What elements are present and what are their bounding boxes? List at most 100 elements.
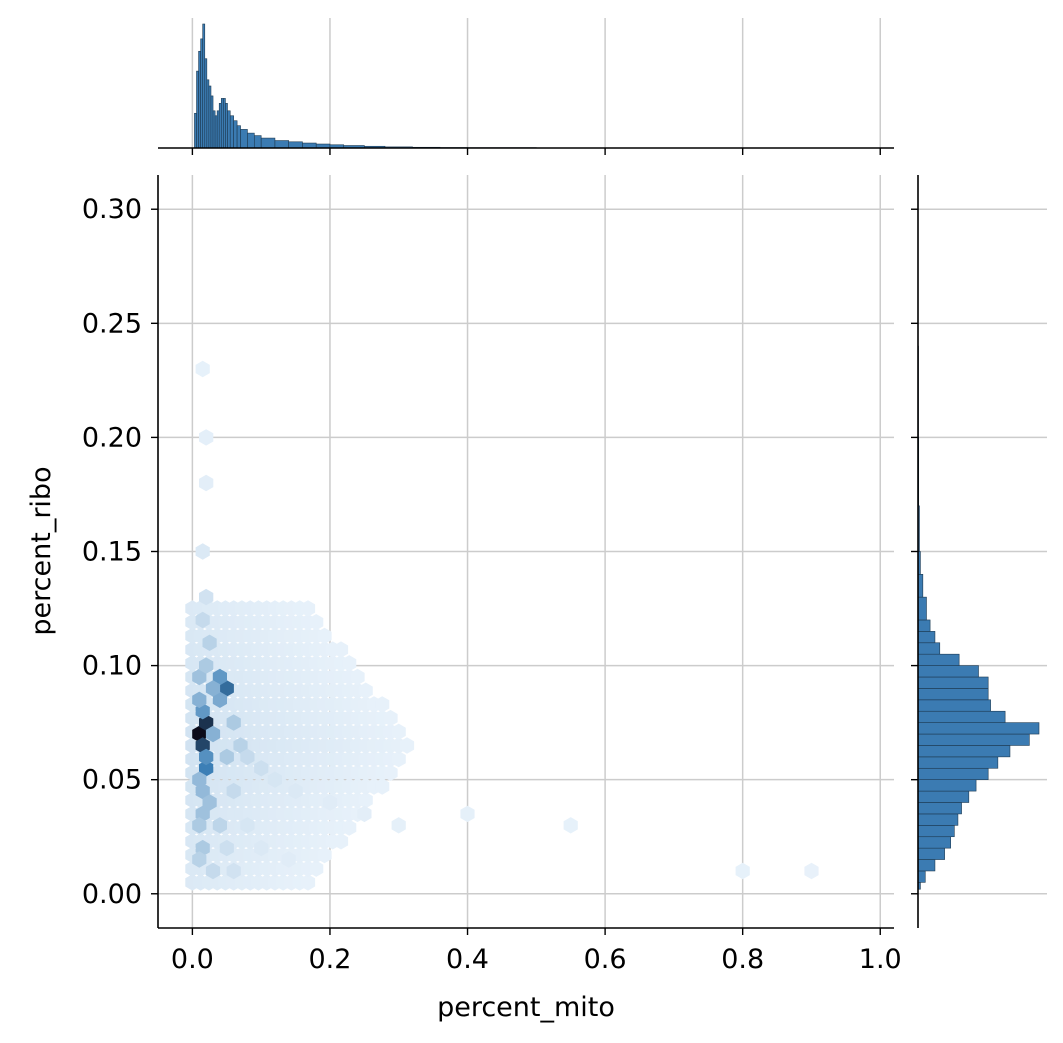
right-histogram-bar (917, 825, 955, 838)
top-histogram-bar (204, 58, 208, 149)
top-histogram-bar (208, 85, 212, 149)
hexbin-cell (399, 737, 415, 754)
right-histogram-bar (917, 676, 989, 689)
top-histogram-bar (233, 120, 238, 149)
top-histogram-bar (206, 79, 210, 149)
top-histogram-bar (260, 137, 276, 149)
top-histogram-bar (194, 112, 197, 149)
hexbin-cell (267, 771, 282, 788)
x-tick-label: 0.4 (446, 944, 489, 975)
hexbin-cell (309, 614, 324, 631)
hexbin-cell (254, 839, 269, 857)
hexbin-cell (192, 691, 207, 708)
x-tick-label: 0.6 (584, 944, 627, 975)
y-tick-label: 0.05 (82, 765, 142, 796)
top-histogram-bar (214, 115, 218, 149)
hexbin-cell (195, 360, 210, 378)
hexbin-cell (375, 778, 390, 795)
hexbin-cell (342, 819, 357, 836)
x-tick-label: 0.2 (308, 944, 351, 975)
hexbin-cell (317, 627, 332, 645)
top-histogram-bar (223, 98, 226, 149)
hexbin-cell (391, 723, 406, 740)
right-histogram-bar (917, 653, 960, 666)
top-histogram-bar (202, 23, 206, 149)
right-histogram-bar (917, 790, 970, 803)
right-histogram-bar (917, 665, 979, 678)
hexbin-cell (804, 862, 819, 880)
main-grid (158, 175, 894, 928)
top-histogram-bar (274, 140, 289, 149)
hexbin-cell (391, 817, 406, 834)
top-histogram-bar (200, 38, 204, 149)
hexbin-cell (288, 782, 303, 800)
right-histogram-bar (917, 688, 989, 701)
right-histogram-bar (917, 767, 989, 780)
hexbin-cell (199, 760, 214, 777)
hexbin-cell (350, 668, 365, 686)
hexbin-cell (375, 696, 390, 713)
hexbin-cell (202, 794, 217, 811)
right-histogram-bar (917, 870, 926, 883)
hexbin-cell (199, 657, 214, 674)
hexbin-cell (300, 874, 316, 891)
right-histogram-bar (917, 596, 927, 621)
y-tick-label: 0.20 (82, 422, 142, 453)
x-tick-label: 0.8 (721, 944, 764, 975)
top-grid (191, 18, 881, 148)
hexbin-layer (185, 360, 819, 891)
hexbin-cell (212, 668, 227, 686)
hexbin-cell (226, 862, 241, 880)
top-histogram-bar (210, 95, 214, 149)
right-histogram-bar (917, 699, 991, 712)
hexbin-cell (358, 682, 373, 699)
top-histogram-bar (227, 110, 231, 149)
hexbin-cell (205, 725, 221, 743)
x-tick-label: 0.0 (171, 944, 214, 975)
x-axis-label: percent_mito (437, 992, 615, 1023)
hexbin-cell (226, 782, 241, 800)
right-histogram-bar (917, 722, 1040, 735)
hexbin-cell (199, 748, 214, 766)
right-histogram-bar (917, 802, 962, 815)
top-histogram-bar (220, 98, 224, 149)
hexbin-cell (212, 817, 227, 834)
y-tick-label: 0.30 (82, 194, 142, 225)
top-histogram-bar (212, 110, 216, 149)
hexbin-cell (205, 862, 221, 880)
right-histogram-bar (917, 710, 1006, 723)
top-histogram-bar (236, 125, 241, 149)
right-histogram-bar (917, 733, 1030, 746)
y-tick-label: 0.00 (82, 879, 142, 910)
hexbin-cell (202, 634, 217, 651)
hexbin-cell (309, 860, 324, 877)
hexbin-cell (563, 817, 578, 834)
right-histogram-bar (917, 756, 999, 769)
right-histogram-bar (917, 631, 936, 644)
hexbin-cell (240, 748, 255, 766)
hexbin-cell (226, 714, 241, 731)
top-histogram-bar (198, 50, 201, 149)
hexbin-cell (199, 474, 214, 492)
right-histogram-bar (917, 745, 1011, 758)
right-histogram-bar (917, 836, 951, 849)
hexbin-cell (333, 833, 349, 850)
hexbin-cell (192, 851, 207, 868)
hexbin-cell (383, 709, 398, 727)
hexbin-cell (212, 691, 227, 708)
right-histogram-bar (917, 813, 959, 826)
hexbin-cell (219, 839, 234, 857)
top-histogram-bar (216, 110, 220, 149)
y-axis-label: percent_ribo (26, 466, 57, 635)
right-histogram-bar (917, 847, 945, 860)
hexbin-cell (219, 748, 234, 766)
hexbin-cell (342, 655, 357, 672)
hexbin-cell (383, 764, 398, 781)
top-histogram-bar (288, 141, 303, 149)
hexbin-cell (358, 792, 373, 809)
hexbin-cell (254, 760, 269, 777)
top-histogram-bar (240, 129, 248, 149)
hexbin-cell (735, 862, 750, 880)
x-tick-label: 1.0 (859, 944, 902, 975)
